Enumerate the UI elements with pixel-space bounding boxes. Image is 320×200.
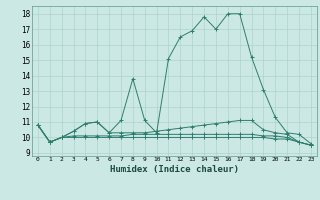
X-axis label: Humidex (Indice chaleur): Humidex (Indice chaleur) (110, 165, 239, 174)
